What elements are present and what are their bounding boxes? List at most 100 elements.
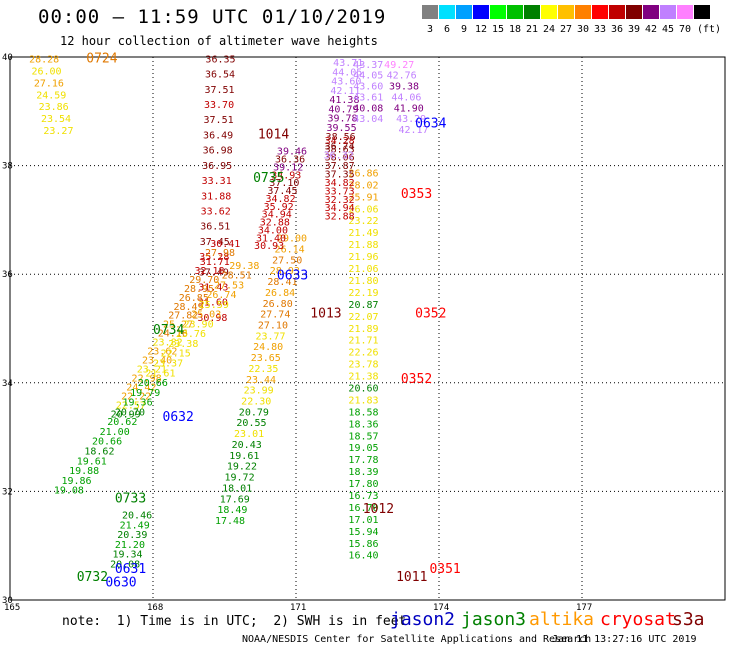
color-scale-label: 15 <box>491 24 505 35</box>
legend-s3a: s3a <box>672 609 705 630</box>
footer-timestamp: Jan 11 13:27:16 UTC 2019 <box>552 634 697 645</box>
wave-height-value: 22.57 <box>116 400 146 411</box>
lat-tick-label: 30 <box>2 596 13 606</box>
color-scale-label: 42 <box>644 24 658 35</box>
wave-height-value: 22.98 <box>132 373 162 384</box>
wave-height-value: 21.83 <box>348 395 378 406</box>
color-scale-label: 33 <box>593 24 607 35</box>
wave-height-value: 23.22 <box>348 216 378 227</box>
wave-height-value: 39.38 <box>389 82 419 93</box>
wave-height-value: 41.90 <box>394 103 424 114</box>
wave-height-value: 23.21 <box>137 364 167 375</box>
wave-height-value: 19.72 <box>225 473 255 484</box>
lon-tick-label: 177 <box>576 603 592 613</box>
color-scale-swatch <box>643 5 659 19</box>
wave-height-value: 41.38 <box>329 95 359 106</box>
wave-height-value: 30.93 <box>254 241 284 252</box>
wave-height-value: 34.00 <box>258 225 288 236</box>
wave-height-value: 40.79 <box>328 104 358 115</box>
wave-height-value: 40.08 <box>353 103 383 114</box>
color-scale-swatch <box>626 5 642 19</box>
legend-jason3: jason3 <box>461 609 527 630</box>
wave-height-value: 21.06 <box>348 264 378 275</box>
pass-time-label: 0352 <box>415 307 446 322</box>
wave-height-value: 17.80 <box>348 479 378 490</box>
wave-height-value: 31.88 <box>201 191 231 202</box>
wave-height-value: 23.99 <box>244 386 274 397</box>
wave-height-value: 28.28 <box>29 54 59 65</box>
wave-height-value: 21.96 <box>348 252 378 263</box>
wave-height-value: 33.62 <box>201 206 231 217</box>
legend-jason2: jason2 <box>390 609 456 630</box>
color-scale-swatch <box>541 5 557 19</box>
pass-time-label: 0732 <box>77 570 108 585</box>
wave-height-value: 25.03 <box>191 310 221 321</box>
pass-time-label: 1014 <box>258 127 289 142</box>
wave-height-value: 22.19 <box>348 288 378 299</box>
wave-height-value: 27.16 <box>34 78 64 89</box>
lon-tick-label: 165 <box>4 603 20 613</box>
wave-height-value: 37.49 <box>199 267 229 278</box>
wave-height-value: 43.04 <box>353 114 383 125</box>
wave-height-value: 33.31 <box>202 176 232 187</box>
wave-height-value: 44.06 <box>391 92 421 103</box>
wave-height-value: 23.82 <box>153 338 183 349</box>
wave-height-value: 27.74 <box>260 310 290 321</box>
wave-height-value: 23.37 <box>153 359 183 370</box>
wave-height-value: 23.54 <box>41 114 71 125</box>
wave-height-value: 37.10 <box>269 178 299 189</box>
wave-height-value: 26.00 <box>31 66 61 77</box>
pass-time-label: 0631 <box>115 562 146 577</box>
color-scale-swatch <box>592 5 608 19</box>
wave-height-value: 18.49 <box>217 505 247 516</box>
wave-height-value: 19.79 <box>130 388 160 399</box>
wave-height-value: 34.93 <box>271 170 301 181</box>
color-scale-label: 70 <box>678 24 692 35</box>
color-scale-swatch <box>490 5 506 19</box>
wave-height-value: 36.98 <box>203 146 233 157</box>
wave-height-value: 20.87 <box>348 300 378 311</box>
pass-time-label: 0733 <box>115 491 146 506</box>
wave-height-value: 20.62 <box>107 417 137 428</box>
wave-height-value: 26.74 <box>206 290 236 301</box>
wave-height-value: 20.66 <box>138 378 168 389</box>
wave-height-value: 15.86 <box>348 539 378 550</box>
pass-time-label: 0351 <box>429 562 460 577</box>
page-title: 00:00 – 11:59 UTC 01/10/2019 <box>38 6 387 28</box>
wave-height-value: 37.51 <box>204 85 234 96</box>
wave-height-value: 23.38 <box>168 339 198 350</box>
wave-height-value: 22.15 <box>161 349 191 360</box>
wave-height-value: 26.84 <box>265 288 295 299</box>
wave-height-value: 23.77 <box>255 331 285 342</box>
wave-height-value: 36.54 <box>205 70 235 81</box>
wave-height-value: 26.85 <box>179 293 209 304</box>
wave-height-value: 22.35 <box>248 364 278 375</box>
wave-height-value: 19.36 <box>122 398 152 409</box>
wave-height-value: 19.61 <box>77 456 107 467</box>
wave-height-value: 37.87 <box>325 161 355 172</box>
wave-height-value: 33.73 <box>325 186 355 197</box>
color-scale-swatch <box>677 5 693 19</box>
map-frame <box>9 56 726 601</box>
wave-height-value: 22.26 <box>348 348 378 359</box>
color-scale-label: 18 <box>508 24 522 35</box>
wave-height-value: 21.88 <box>348 240 378 251</box>
wave-height-value: 17.48 <box>215 516 245 527</box>
wave-height-value: 38.56 <box>326 132 356 143</box>
wave-height-value: 30.41 <box>210 239 240 250</box>
color-scale-unit: (ft) <box>697 24 722 35</box>
wave-height-value: 34.94 <box>325 203 355 214</box>
wave-height-value: 42.76 <box>387 71 417 82</box>
legend-altika: altika <box>529 609 595 630</box>
wave-height-value: 31.43 <box>198 282 228 293</box>
wave-height-value: 31.40 <box>256 233 286 244</box>
wave-height-value: 27.10 <box>258 321 288 332</box>
wave-height-value: 19.61 <box>229 451 259 462</box>
wave-height-value: 20.60 <box>348 383 378 394</box>
wave-height-value: 38.63 <box>325 144 355 155</box>
wave-height-value: 20.70 <box>115 407 145 418</box>
color-scale-label: 21 <box>525 24 539 35</box>
wave-height-value: 26.14 <box>275 244 305 255</box>
wave-height-value: 34.82 <box>325 178 355 189</box>
